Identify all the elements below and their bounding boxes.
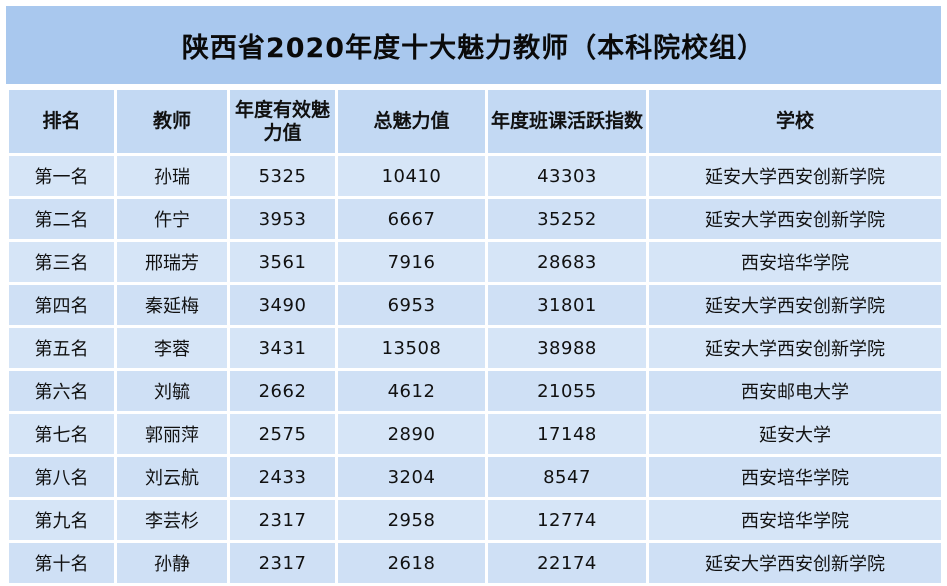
cell-school: 延安大学西安创新学院 — [646, 282, 944, 328]
cell-rank: 第五名 — [6, 325, 117, 371]
cell-annual-charm: 2317 — [227, 540, 338, 586]
cell-total-charm: 6667 — [335, 196, 488, 242]
cell-activity-index: 17148 — [485, 411, 649, 457]
cell-teacher: 邢瑞芳 — [114, 239, 230, 285]
cell-teacher: 秦延梅 — [114, 282, 230, 328]
cell-rank: 第三名 — [6, 239, 117, 285]
cell-teacher: 孙静 — [114, 540, 230, 586]
cell-annual-charm: 5325 — [227, 153, 338, 199]
column-header-total-charm: 总魅力值 — [335, 87, 488, 156]
table-row: 第三名 邢瑞芳 3561 7916 28683 西安培华学院 — [6, 239, 944, 285]
cell-annual-charm: 3953 — [227, 196, 338, 242]
table-row: 第六名 刘毓 2662 4612 21055 西安邮电大学 — [6, 368, 944, 414]
table-row: 第九名 李芸杉 2317 2958 12774 西安培华学院 — [6, 497, 944, 543]
table-row: 第十名 孙静 2317 2618 22174 延安大学西安创新学院 — [6, 540, 944, 586]
ranking-table: 排名 教师 年度有效魅力值 总魅力值 年度班课活跃指数 学校 第一名 孙瑞 5325… — [6, 87, 944, 586]
column-header-annual-charm: 年度有效魅力值 — [227, 87, 338, 156]
cell-activity-index: 21055 — [485, 368, 649, 414]
column-header-teacher: 教师 — [114, 87, 230, 156]
cell-activity-index: 31801 — [485, 282, 649, 328]
cell-rank: 第四名 — [6, 282, 117, 328]
cell-annual-charm: 3431 — [227, 325, 338, 371]
cell-school: 延安大学西安创新学院 — [646, 540, 944, 586]
table-row: 第七名 郭丽萍 2575 2890 17148 延安大学 — [6, 411, 944, 457]
cell-activity-index: 28683 — [485, 239, 649, 285]
cell-annual-charm: 3490 — [227, 282, 338, 328]
cell-school: 西安培华学院 — [646, 454, 944, 500]
cell-school: 延安大学 — [646, 411, 944, 457]
cell-annual-charm: 3561 — [227, 239, 338, 285]
cell-teacher: 刘云航 — [114, 454, 230, 500]
table-body: 第一名 孙瑞 5325 10410 43303 延安大学西安创新学院 第二名 仵宁 3953 66… — [6, 153, 944, 586]
cell-total-charm: 6953 — [335, 282, 488, 328]
column-header-school: 学校 — [646, 87, 944, 156]
cell-teacher: 李蓉 — [114, 325, 230, 371]
table-row: 第五名 李蓉 3431 13508 38988 延安大学西安创新学院 — [6, 325, 944, 371]
column-header-activity-index: 年度班课活跃指数 — [485, 87, 649, 156]
cell-total-charm: 4612 — [335, 368, 488, 414]
cell-school: 延安大学西安创新学院 — [646, 196, 944, 242]
ranking-table-card: 陕西省2020年度十大魅力教师（本科院校组） 排名 教师 年度有效魅力值 总魅力… — [6, 6, 944, 586]
cell-activity-index: 22174 — [485, 540, 649, 586]
cell-total-charm: 7916 — [335, 239, 488, 285]
cell-activity-index: 43303 — [485, 153, 649, 199]
table-row: 第四名 秦延梅 3490 6953 31801 延安大学西安创新学院 — [6, 282, 944, 328]
cell-school: 延安大学西安创新学院 — [646, 325, 944, 371]
cell-teacher: 仵宁 — [114, 196, 230, 242]
cell-school: 西安培华学院 — [646, 497, 944, 543]
cell-teacher: 郭丽萍 — [114, 411, 230, 457]
cell-school: 延安大学西安创新学院 — [646, 153, 944, 199]
cell-rank: 第八名 — [6, 454, 117, 500]
table-header-row: 排名 教师 年度有效魅力值 总魅力值 年度班课活跃指数 学校 — [6, 87, 944, 156]
cell-total-charm: 10410 — [335, 153, 488, 199]
cell-teacher: 刘毓 — [114, 368, 230, 414]
cell-annual-charm: 2575 — [227, 411, 338, 457]
cell-total-charm: 2618 — [335, 540, 488, 586]
cell-rank: 第七名 — [6, 411, 117, 457]
cell-activity-index: 12774 — [485, 497, 649, 543]
cell-teacher: 李芸杉 — [114, 497, 230, 543]
cell-school: 西安培华学院 — [646, 239, 944, 285]
table-row: 第二名 仵宁 3953 6667 35252 延安大学西安创新学院 — [6, 196, 944, 242]
cell-activity-index: 38988 — [485, 325, 649, 371]
cell-rank: 第六名 — [6, 368, 117, 414]
cell-rank: 第一名 — [6, 153, 117, 199]
cell-annual-charm: 2317 — [227, 497, 338, 543]
cell-annual-charm: 2662 — [227, 368, 338, 414]
cell-total-charm: 2958 — [335, 497, 488, 543]
cell-rank: 第二名 — [6, 196, 117, 242]
table-row: 第一名 孙瑞 5325 10410 43303 延安大学西安创新学院 — [6, 153, 944, 199]
cell-annual-charm: 2433 — [227, 454, 338, 500]
cell-rank: 第九名 — [6, 497, 117, 543]
cell-total-charm: 2890 — [335, 411, 488, 457]
table-row: 第八名 刘云航 2433 3204 8547 西安培华学院 — [6, 454, 944, 500]
cell-school: 西安邮电大学 — [646, 368, 944, 414]
page-title: 陕西省2020年度十大魅力教师（本科院校组） — [181, 32, 766, 64]
cell-total-charm: 3204 — [335, 454, 488, 500]
cell-teacher: 孙瑞 — [114, 153, 230, 199]
column-header-rank: 排名 — [6, 87, 117, 156]
cell-total-charm: 13508 — [335, 325, 488, 371]
cell-rank: 第十名 — [6, 540, 117, 586]
cell-activity-index: 35252 — [485, 196, 649, 242]
title-bar: 陕西省2020年度十大魅力教师（本科院校组） — [6, 6, 941, 87]
cell-activity-index: 8547 — [485, 454, 649, 500]
